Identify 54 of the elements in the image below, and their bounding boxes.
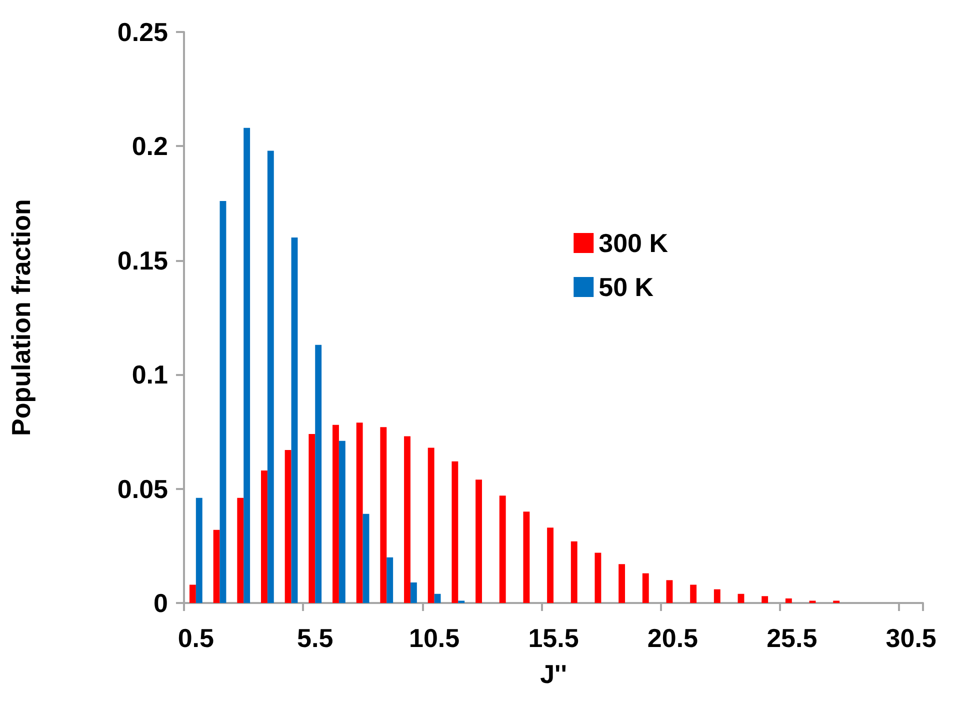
legend-label: 300 K [598, 228, 668, 258]
bar [762, 596, 768, 603]
bar [666, 580, 673, 603]
x-axis-title: J'' [540, 659, 567, 689]
bar [267, 150, 274, 603]
bar [213, 530, 220, 603]
y-axis-title: Population fraction [6, 199, 36, 436]
bar [291, 238, 298, 603]
y-tick-label: 0.25 [117, 17, 168, 47]
bar [547, 528, 554, 603]
bar [261, 470, 268, 603]
bar [428, 448, 434, 603]
bar [785, 598, 792, 603]
bar [380, 427, 387, 603]
x-tick-label: 15.5 [528, 623, 579, 653]
bar [237, 498, 244, 603]
bar [499, 496, 506, 603]
bar [410, 582, 417, 603]
bar [476, 480, 482, 603]
bar [284, 450, 292, 603]
bar [315, 344, 322, 603]
bar [356, 422, 363, 603]
bar [338, 440, 346, 603]
bar [362, 514, 370, 603]
bar [738, 594, 744, 603]
bar [618, 564, 626, 603]
bar [714, 589, 720, 603]
y-tick-label: 0 [154, 588, 168, 618]
y-tick-label: 0.2 [132, 131, 168, 162]
x-tick-label: 5.5 [297, 623, 334, 653]
x-tick-label: 0.5 [178, 623, 214, 653]
bar [189, 584, 196, 603]
bar [523, 512, 530, 603]
x-tick-label: 10.5 [409, 623, 460, 653]
bar [220, 201, 226, 603]
bar [434, 594, 441, 603]
x-tick-label: 20.5 [647, 623, 698, 653]
bar [570, 541, 578, 603]
y-tick-label: 0.1 [132, 360, 168, 390]
bar [642, 573, 649, 603]
bar [404, 436, 410, 603]
bar [196, 498, 202, 603]
bar [308, 434, 316, 603]
bar [452, 461, 458, 603]
bar [332, 424, 339, 603]
bar [594, 552, 602, 603]
x-tick-label: 30.5 [886, 623, 936, 653]
y-tick-label: 0.15 [117, 245, 168, 276]
x-tick-label: 25.5 [766, 623, 818, 653]
bar [244, 128, 250, 603]
y-tick-label: 0.05 [117, 474, 168, 504]
bar [386, 557, 394, 603]
legend-label: 50 K [598, 272, 654, 302]
bar [690, 584, 697, 603]
